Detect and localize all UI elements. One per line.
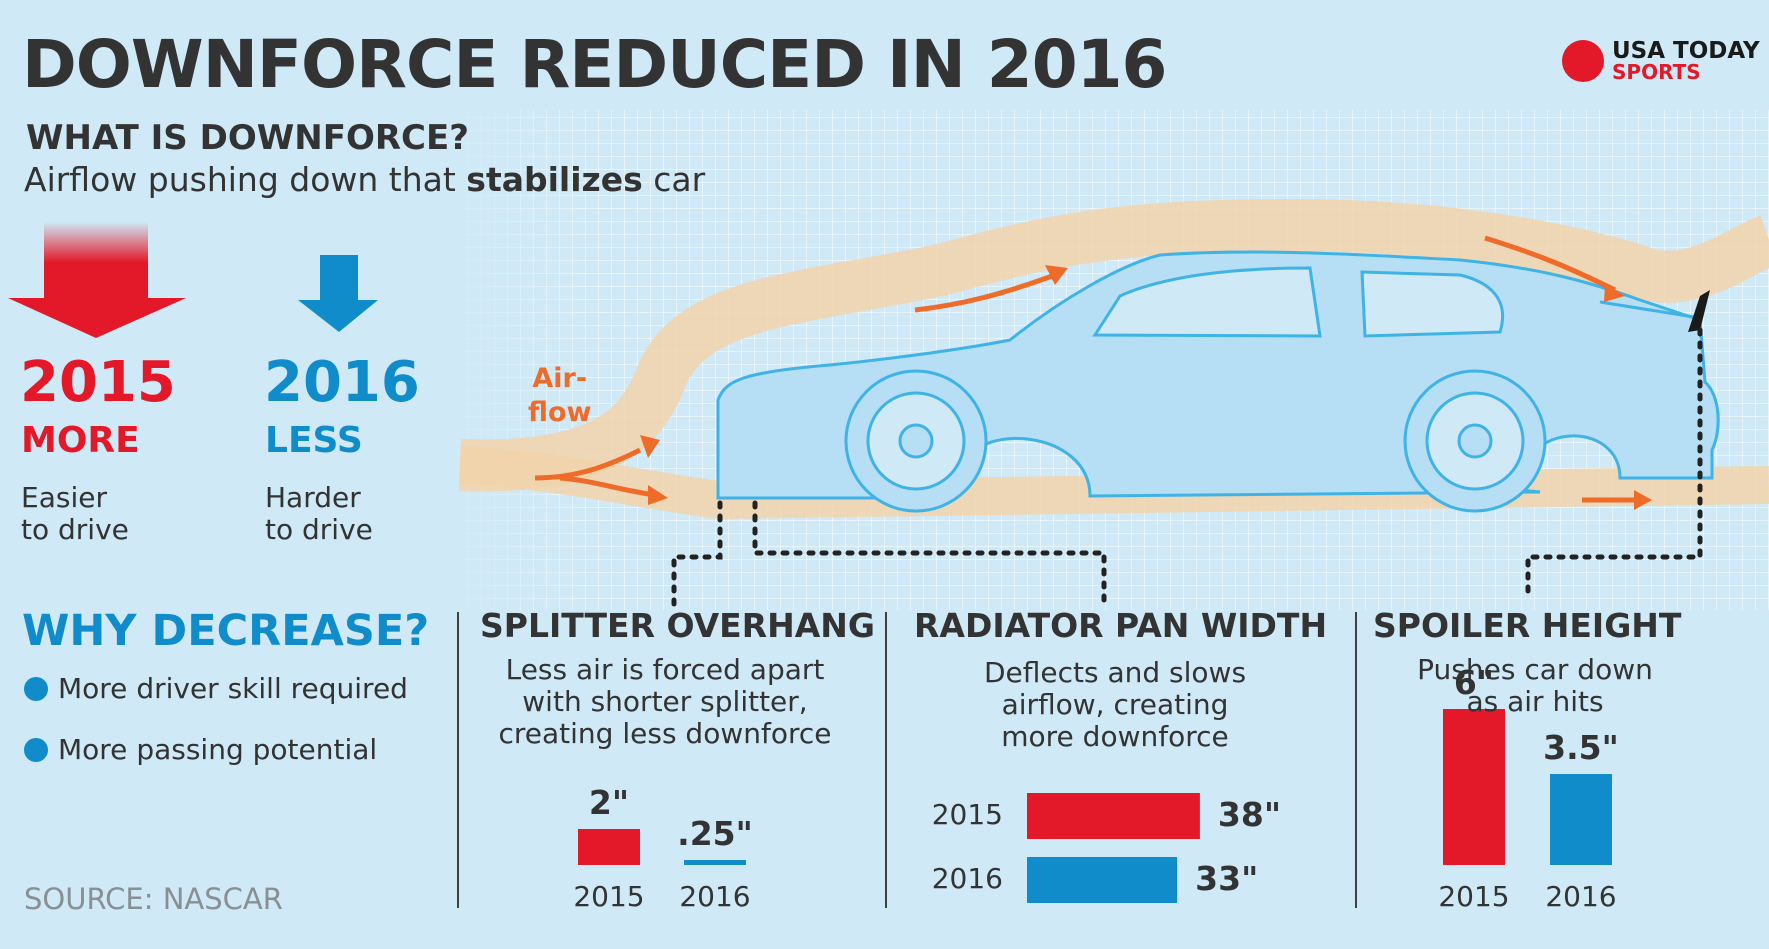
what-subtitle: Airflow pushing down that stabilizes car [24,160,706,199]
splitter-bar-2015 [578,829,640,865]
spoiler-year-label-2015: 2015 [1438,880,1510,913]
divider-3 [1355,612,1357,908]
divider-2 [885,612,887,908]
compare-2015-level: MORE [21,420,140,461]
page-title: DOWNFORCE REDUCED IN 2016 [22,26,1167,103]
splitter-value-label-2015: 2" [588,783,630,822]
leader-lines [671,327,1703,615]
radiator-value-label-2016: 33" [1195,859,1259,898]
why-item: More passing potential [24,733,377,766]
airflow-band-under [459,446,1769,520]
spoiler-bar-2016 [1550,774,1612,865]
arrow-2015-icon [8,222,186,338]
why-heading: WHY DECREASE? [22,606,430,656]
spoiler-desc: Pushes car down as air hits [1417,653,1653,718]
spoiler-value-label-2015: 6" [1453,663,1495,702]
why-item: More driver skill required [24,672,408,705]
rear-wheel-icon [1403,369,1547,513]
front-wheel-icon [844,369,988,513]
airflow-arrowheads [640,265,1652,510]
spoiler-title: SPOILER HEIGHT [1373,606,1682,645]
radiator-desc: Deflects and slows airflow, creating more … [983,656,1247,753]
splitter-year-label-2015: 2015 [573,880,645,913]
radiator-title: RADIATOR PAN WIDTH [914,606,1328,645]
radiator-year-label-2016: 2016 [931,862,1003,895]
spoiler-bar-2015 [1443,709,1505,865]
logo-subtext: SPORTS [1612,60,1701,84]
splitter-title: SPLITTER OVERHANG [480,606,876,645]
compare-2015-desc: Easier to drive [21,481,129,546]
radiator-bar-2016 [1027,857,1178,903]
splitter-bar-2016 [684,860,746,865]
compare-2015-year: 2015 [20,350,176,415]
source-note: SOURCE: NASCAR [24,882,283,916]
airflow-band [459,198,1769,492]
what-heading: WHAT IS DOWNFORCE? [26,118,469,158]
spoiler-icon [1688,290,1710,332]
compare-2016-year: 2016 [264,350,420,415]
arrow-2016-icon [298,255,378,332]
divider-1 [457,612,459,908]
radiator-year-label-2015: 2015 [931,798,1003,831]
radiator-bar-2015 [1027,793,1200,839]
compare-2016-desc: Harder to drive [265,481,373,546]
bullet-icon [24,677,48,701]
spoiler-value-label-2016: 3.5" [1543,728,1619,767]
splitter-year-label-2016: 2016 [679,880,751,913]
airflow-label: Air-flow [528,363,592,428]
airflow-arrows [534,235,1640,503]
spoiler-year-label-2016: 2016 [1545,880,1617,913]
logo-dot-icon [1562,40,1604,82]
compare-2016-level: LESS [265,420,363,461]
logo-text: USA TODAY [1612,38,1760,64]
splitter-desc: Less air is forced apart with shorter spl… [498,653,832,750]
bullet-icon [24,738,48,762]
radiator-value-label-2015: 38" [1217,795,1282,834]
splitter-value-label-2016: .25" [677,814,753,853]
